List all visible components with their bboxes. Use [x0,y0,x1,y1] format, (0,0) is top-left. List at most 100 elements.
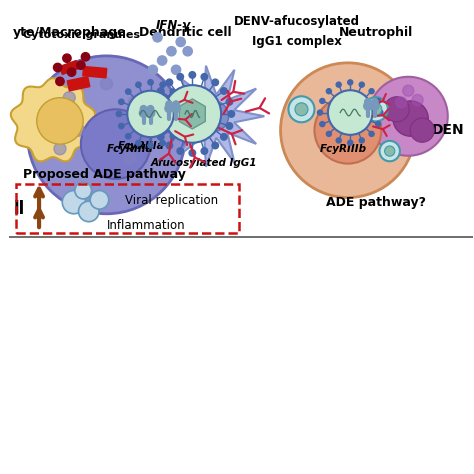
Text: DENV-afucosylated: DENV-afucosylated [234,15,360,27]
Circle shape [212,79,219,86]
Circle shape [118,123,124,128]
Circle shape [177,73,183,80]
Circle shape [180,111,185,117]
Polygon shape [67,77,90,91]
Circle shape [67,68,76,76]
Circle shape [170,134,175,139]
Circle shape [148,143,153,148]
Circle shape [228,110,235,117]
Circle shape [157,88,164,94]
Circle shape [396,97,407,108]
Circle shape [295,103,308,116]
Circle shape [126,134,131,139]
Text: Dendritic cell: Dendritic cell [139,26,232,39]
Polygon shape [11,78,95,162]
Circle shape [328,90,373,135]
Text: Cytotoxic granules: Cytotoxic granules [23,30,140,40]
Circle shape [348,80,353,85]
Circle shape [116,111,122,117]
Circle shape [172,104,180,112]
Bar [16,183,239,233]
Polygon shape [164,66,264,167]
Circle shape [364,97,388,121]
Circle shape [165,104,173,112]
Text: DEN: DEN [431,123,464,137]
Circle shape [166,101,173,108]
Circle shape [100,78,112,90]
Circle shape [75,182,91,199]
Text: Viral replication: Viral replication [125,194,218,207]
Circle shape [336,82,341,87]
Circle shape [54,64,62,72]
Circle shape [189,150,196,156]
Circle shape [212,142,219,149]
Circle shape [380,141,400,161]
Polygon shape [83,66,107,78]
Circle shape [172,65,181,74]
Circle shape [160,82,165,87]
Circle shape [150,110,156,117]
Circle shape [177,123,182,128]
Circle shape [289,96,314,122]
Circle shape [148,65,157,74]
Circle shape [176,37,185,46]
Circle shape [318,110,323,115]
Circle shape [198,101,228,132]
Circle shape [157,134,164,140]
Circle shape [359,138,365,143]
Circle shape [81,109,151,179]
Polygon shape [60,61,79,74]
Circle shape [27,56,185,214]
Circle shape [146,109,155,117]
Circle shape [153,33,162,42]
Circle shape [220,88,227,94]
Text: IFN-γ: IFN-γ [156,19,191,32]
Circle shape [126,89,131,94]
Text: ADE pathway?: ADE pathway? [326,196,426,209]
Text: Neutrophil: Neutrophil [338,26,413,39]
Circle shape [369,89,374,94]
Circle shape [189,72,196,78]
Circle shape [320,121,325,127]
Circle shape [372,99,378,105]
Text: Inflammation: Inflammation [106,219,185,232]
Circle shape [412,94,423,106]
Circle shape [371,102,379,110]
Circle shape [124,152,136,164]
Circle shape [375,99,381,103]
Circle shape [128,91,174,137]
Circle shape [152,99,158,105]
Circle shape [348,140,353,145]
Circle shape [136,140,141,146]
Circle shape [139,109,148,117]
Circle shape [314,97,382,164]
Circle shape [59,115,71,127]
Circle shape [118,99,124,104]
Circle shape [378,110,383,115]
Text: FcyRIIIa: FcyRIIIa [118,141,164,151]
Circle shape [384,146,395,156]
Circle shape [410,118,434,142]
Circle shape [327,89,331,94]
Circle shape [369,77,448,156]
Text: yte/Macrophage: yte/Macrophage [12,26,126,39]
Circle shape [327,131,331,137]
Circle shape [177,148,183,155]
Text: IgG1 complex: IgG1 complex [252,36,342,48]
Circle shape [281,63,415,198]
Circle shape [365,99,371,105]
Circle shape [173,101,179,108]
Circle shape [77,61,85,69]
Circle shape [148,80,153,85]
Circle shape [140,106,147,112]
Circle shape [79,201,99,222]
Circle shape [56,77,64,86]
Circle shape [37,98,83,144]
Circle shape [62,191,85,214]
Text: Afucosylated IgG1: Afucosylated IgG1 [151,158,257,168]
Circle shape [393,101,428,136]
Circle shape [63,91,75,104]
Circle shape [201,148,208,155]
Circle shape [375,121,381,127]
Circle shape [170,89,175,94]
